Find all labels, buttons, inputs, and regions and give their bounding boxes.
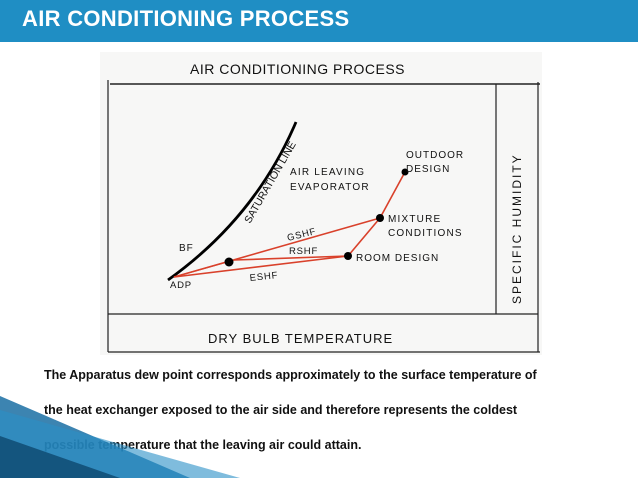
title-bar: AIR CONDITIONING PROCESS (0, 0, 638, 42)
mixture-label-2: CONDITIONS (388, 228, 463, 239)
outdoor-label-2: DESIGN (406, 164, 450, 175)
diagram-heading: AIR CONDITIONING PROCESS (190, 61, 405, 77)
x-axis-label: DRY BULB TEMPERATURE (208, 331, 393, 346)
room-mix-line (348, 218, 380, 256)
room-design-point (344, 252, 352, 260)
outdoor-mix-line (380, 172, 405, 218)
outdoor-label-1: OUTDOOR (406, 150, 464, 161)
mixture-label-1: MIXTURE (388, 214, 441, 225)
air-leaving-label-1: AIR LEAVING (290, 167, 365, 178)
saturation-curve (168, 122, 296, 280)
eshf-label: ESHF (249, 270, 279, 284)
rshf-label: RSHF (289, 246, 318, 257)
diagram-svg: AIR CONDITIONING PROCESS SATURATION LINE… (100, 52, 542, 355)
y-axis-label: SPECIFIC HUMIDITY (510, 153, 524, 304)
air-leaving-point (225, 258, 234, 267)
corner-decoration (0, 396, 260, 478)
slide-title: AIR CONDITIONING PROCESS (22, 6, 349, 32)
mixture-point (376, 214, 384, 222)
air-leaving-label-2: EVAPORATOR (290, 182, 370, 193)
bf-label: BF (179, 243, 194, 254)
adp-label: ADP (170, 280, 192, 291)
psychrometric-diagram: AIR CONDITIONING PROCESS SATURATION LINE… (100, 52, 542, 355)
caption-line-1: The Apparatus dew point corresponds appr… (44, 368, 624, 382)
room-design-label: ROOM DESIGN (356, 253, 439, 264)
